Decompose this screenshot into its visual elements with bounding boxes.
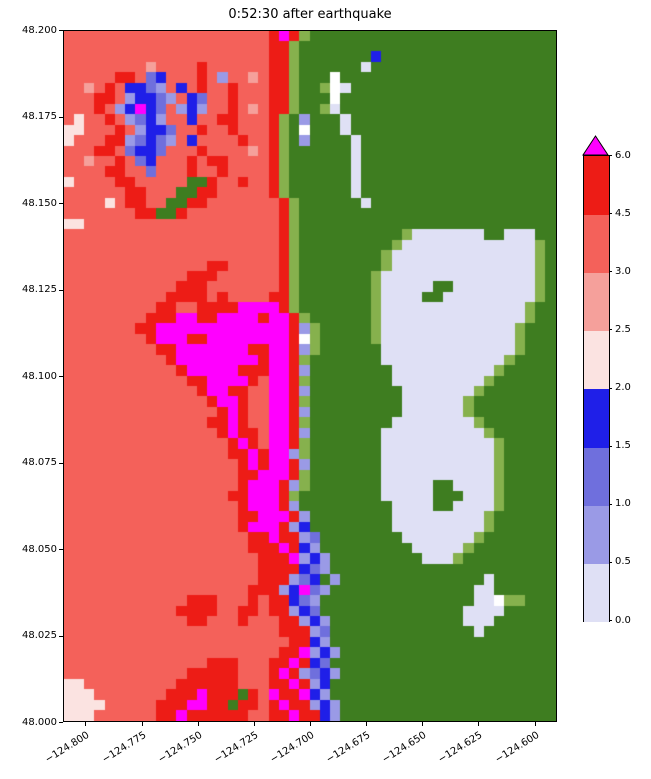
x-tick-mark <box>197 722 199 726</box>
colorbar-tick-label: 2.5 <box>615 323 631 335</box>
y-tick-mark <box>59 462 63 464</box>
colorbar-tick-label: 0.5 <box>615 556 631 568</box>
colorbar-tick-mark <box>609 329 612 331</box>
y-tick-label: 48.075 <box>22 457 57 468</box>
colorbar-tick-mark <box>609 213 612 215</box>
y-tick-mark <box>59 376 63 377</box>
colorbar-tick-label: 1.0 <box>615 498 631 510</box>
colorbar-tick-label: 0.0 <box>615 614 631 626</box>
x-tick-mark <box>422 722 424 726</box>
colorbar-segment <box>584 388 609 448</box>
colorbar-tick-label: 6.0 <box>615 149 631 161</box>
x-tick-mark <box>534 722 536 726</box>
y-tick-label: 48.200 <box>22 24 57 36</box>
y-tick-mark <box>59 203 63 204</box>
x-tick-mark <box>478 722 480 726</box>
y-tick-mark <box>59 549 63 550</box>
colorbar-segment <box>584 272 609 332</box>
colorbar-tick-label: 4.5 <box>615 207 631 219</box>
colorbar-tick-label: 3.0 <box>615 265 631 277</box>
plot-title: 0:52:30 after earthquake <box>228 7 392 22</box>
colorbar-tick-mark <box>609 503 612 505</box>
colorbar-segment <box>584 446 609 506</box>
colorbar-tick-label: 2.0 <box>615 382 631 393</box>
y-tick-mark <box>59 635 63 637</box>
colorbar-segment <box>584 504 609 564</box>
y-tick-label: 48.150 <box>22 197 57 209</box>
map-plot-area <box>63 30 557 722</box>
y-tick-label: 48.100 <box>22 370 57 382</box>
x-tick-mark <box>85 722 87 726</box>
y-tick-label: 48.025 <box>22 630 57 641</box>
colorbar-tick-label: 1.5 <box>615 440 631 452</box>
colorbar-tick-mark <box>609 620 612 621</box>
y-tick-mark <box>59 116 63 118</box>
tsunami-amplitude-map <box>64 31 556 721</box>
y-tick-mark <box>59 289 63 291</box>
colorbar-tick-mark <box>609 271 612 273</box>
y-tick-label: 48.125 <box>22 284 57 295</box>
y-tick-mark <box>59 30 63 31</box>
colorbar-segment <box>584 156 609 215</box>
colorbar-tick-mark <box>609 445 612 447</box>
x-tick-mark <box>253 722 255 726</box>
colorbar-segment <box>584 214 609 274</box>
x-tick-mark <box>366 722 368 726</box>
colorbar-tick-mark <box>609 387 612 389</box>
colorbar <box>583 155 610 622</box>
x-tick-mark <box>141 722 143 726</box>
colorbar-tick-mark <box>609 155 612 156</box>
colorbar-tick-mark <box>609 561 612 563</box>
colorbar-extend-triangle-icon <box>582 135 609 156</box>
y-tick-label: 48.050 <box>22 543 57 555</box>
y-tick-label: 48.175 <box>22 111 57 122</box>
y-tick-label: 48.000 <box>22 716 57 728</box>
colorbar-segment <box>584 330 609 390</box>
y-tick-mark <box>59 722 63 723</box>
colorbar-segment <box>584 562 609 622</box>
x-tick-mark <box>310 722 311 726</box>
